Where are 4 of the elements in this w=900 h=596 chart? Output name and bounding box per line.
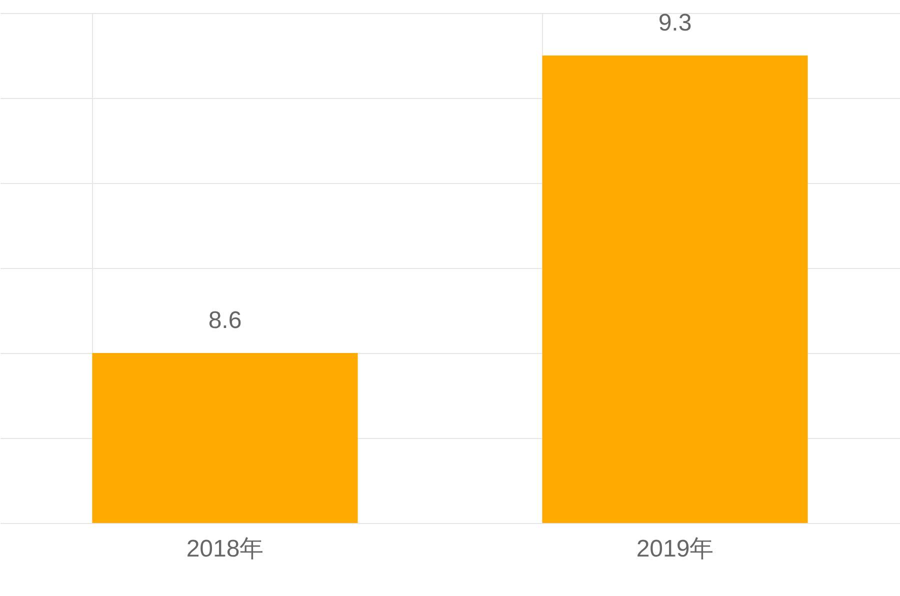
x-tick-label: 2018年 bbox=[186, 536, 264, 562]
data-label: 9.3 bbox=[658, 10, 692, 36]
x-tick-label: 2019年 bbox=[636, 536, 714, 562]
data-label: 8.6 bbox=[208, 307, 242, 334]
